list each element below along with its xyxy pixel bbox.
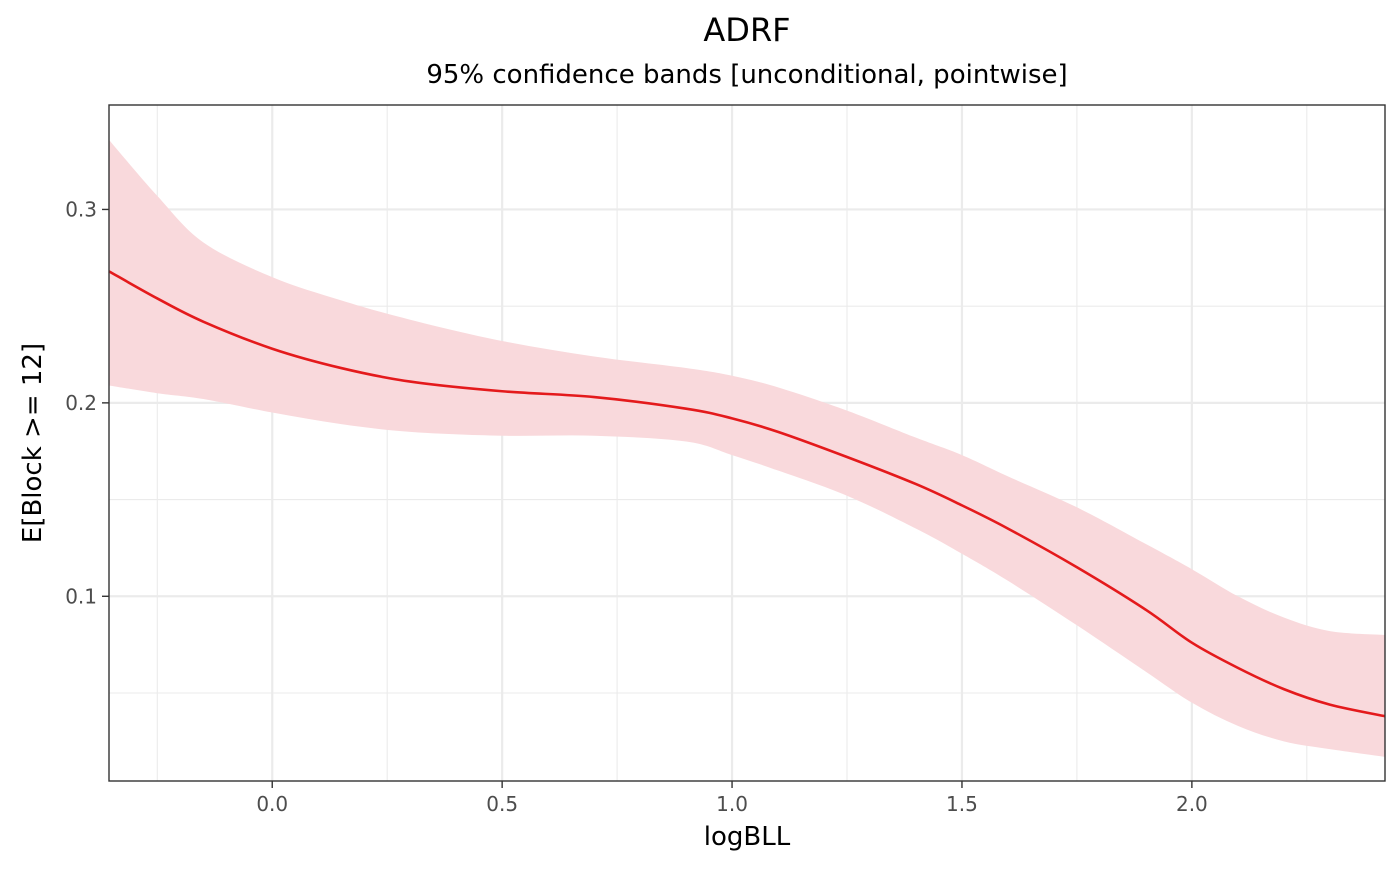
- adrf-line: [108, 270, 1386, 718]
- chart-subtitle: 95% confidence bands [unconditional, poi…: [426, 60, 1067, 90]
- y-axis-ticks: 0.1 0.2 0.3: [65, 197, 109, 608]
- confidence-band-layer: [109, 139, 1385, 757]
- y-tick-label: 0.1: [65, 584, 97, 608]
- x-axis-ticks: 0.0 0.5 1.0 1.5 2.0: [256, 781, 1208, 816]
- x-tick-label: 1.5: [946, 792, 978, 816]
- x-tick-label: 2.0: [1176, 792, 1208, 816]
- x-tick-label: 0.5: [486, 792, 518, 816]
- adrf-line-layer: [108, 270, 1386, 718]
- confidence-band: [109, 139, 1385, 757]
- y-tick-label: 0.3: [65, 197, 97, 221]
- panel-border: [108, 104, 1386, 782]
- y-axis-title: E[Block >= 12]: [18, 343, 48, 543]
- x-tick-label: 1.0: [716, 792, 748, 816]
- chart-title: ADRF: [703, 11, 790, 49]
- y-tick-label: 0.2: [65, 391, 97, 415]
- x-tick-label: 0.0: [256, 792, 288, 816]
- major-x-gridlines: [271, 105, 1193, 781]
- x-axis-title: logBLL: [704, 822, 791, 852]
